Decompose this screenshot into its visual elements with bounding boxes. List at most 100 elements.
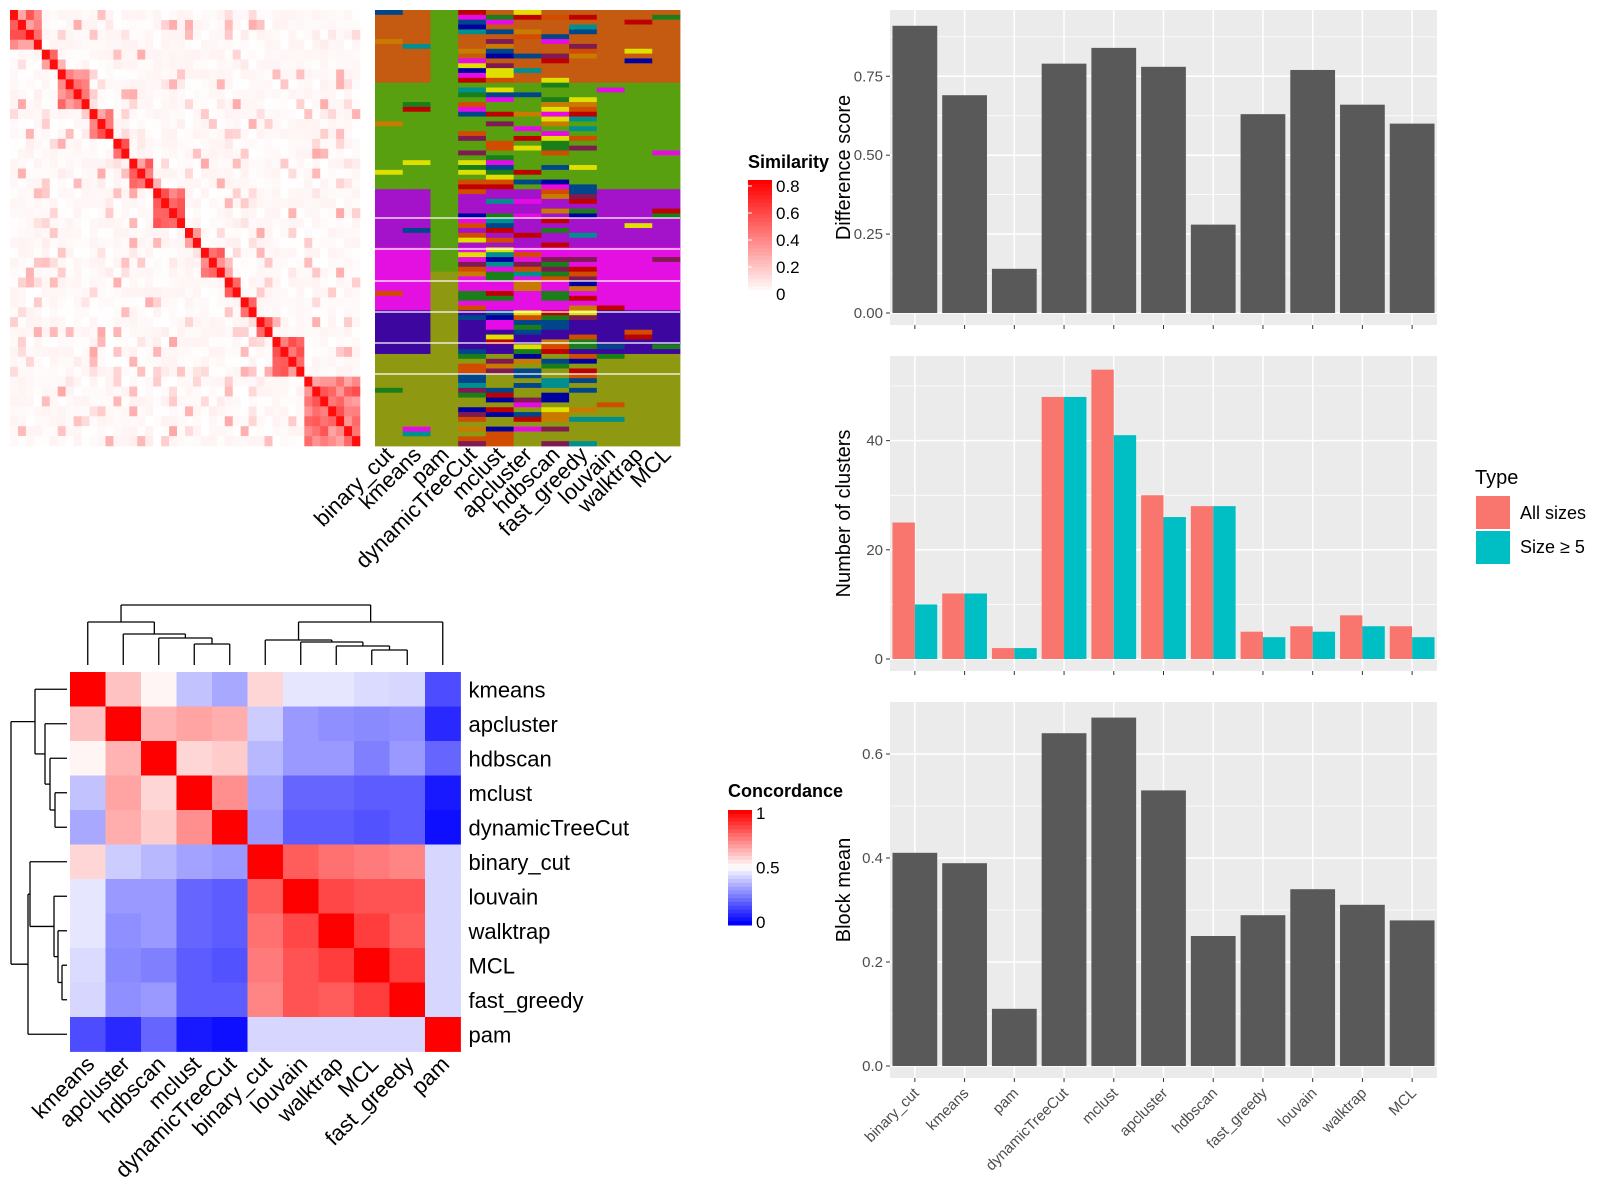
concordance-legend-step — [728, 913, 752, 918]
classification-cell — [652, 300, 681, 306]
classification-cell — [652, 257, 681, 263]
classification-cell — [458, 223, 487, 229]
classification-cell — [596, 218, 625, 224]
similarity-cell — [272, 158, 281, 169]
similarity-cell — [153, 376, 162, 387]
similarity-cell — [105, 317, 114, 328]
similarity-cell — [264, 436, 273, 447]
similarity-cell — [17, 366, 27, 377]
similarity-cell — [272, 168, 281, 179]
similarity-cell — [57, 29, 66, 41]
concordance-cell — [318, 1017, 355, 1052]
classification-cell — [652, 392, 681, 398]
similarity-cell — [153, 297, 162, 308]
concordance-cell — [70, 672, 106, 707]
classification-cell — [485, 48, 515, 54]
classification-cell — [596, 237, 625, 243]
similarity-cell — [328, 297, 337, 308]
similarity-cell — [216, 148, 226, 159]
similarity-cell — [25, 317, 35, 328]
similarity-cell — [49, 10, 59, 21]
similarity-cell — [161, 376, 170, 387]
similarity-cell — [216, 287, 226, 298]
classification-cell — [375, 14, 404, 21]
similarity-cell — [192, 148, 202, 159]
similarity-cell — [169, 297, 178, 308]
similarity-cell — [161, 416, 170, 427]
classification-cell — [541, 416, 570, 423]
classification-cell — [624, 198, 653, 205]
similarity-cell — [256, 89, 265, 100]
similarity-cell — [328, 287, 337, 298]
similarity-cell — [248, 138, 257, 150]
classification-cell — [513, 135, 542, 142]
similarity-cell — [10, 79, 19, 90]
classification-cell — [375, 368, 404, 374]
similarity-cell — [145, 188, 154, 199]
similarity-cell — [312, 277, 321, 288]
similarity-cell — [304, 168, 313, 179]
similarity-cell — [161, 228, 170, 239]
similarity-cell — [256, 19, 265, 31]
similarity-cell — [200, 128, 210, 140]
similarity-cell — [17, 168, 27, 179]
classification-cell — [569, 407, 598, 413]
similarity-cell — [296, 99, 305, 110]
similarity-cell — [177, 109, 186, 120]
similarity-cell — [192, 178, 202, 189]
classification-cell — [375, 358, 404, 365]
similarity-cell — [312, 218, 321, 229]
similarity-cell — [304, 138, 313, 150]
similarity-cell — [89, 406, 98, 417]
similarity-cell — [169, 59, 178, 70]
concordance-legend-step — [728, 836, 752, 842]
similarity-cell — [25, 416, 35, 427]
similarity-cell — [216, 376, 226, 387]
classification-cell — [485, 145, 515, 151]
similarity-cell — [272, 119, 281, 130]
x-tick-label: kmeans — [923, 1085, 972, 1134]
similarity-cell — [304, 109, 313, 120]
similarity-cell — [264, 287, 273, 298]
classification-cell — [541, 68, 570, 74]
similarity-cell — [177, 307, 186, 318]
concordance-row-label: dynamicTreeCut — [469, 815, 630, 840]
similarity-cell — [192, 436, 202, 447]
similarity-cell — [256, 386, 265, 397]
classification-cell — [596, 131, 625, 137]
similarity-cell — [280, 307, 289, 318]
similarity-cell — [328, 376, 337, 387]
concordance-cell — [354, 672, 390, 707]
classification-cell — [541, 349, 570, 355]
classification-cell — [375, 82, 404, 88]
similarity-cell — [17, 59, 27, 70]
classification-cell — [485, 237, 515, 243]
classification-cell — [375, 39, 404, 45]
similarity-cell — [73, 396, 82, 407]
similarity-cell — [192, 366, 202, 377]
classification-cell — [402, 421, 431, 428]
concordance-cell — [212, 1017, 248, 1052]
similarity-cell — [240, 426, 249, 437]
similarity-cell — [145, 396, 154, 407]
similarity-cell — [25, 426, 35, 437]
similarity-cell — [328, 416, 337, 427]
similarity-cell — [272, 337, 281, 348]
classification-cell — [375, 320, 404, 326]
similarity-cell — [304, 327, 313, 338]
similarity-cell — [185, 337, 194, 348]
similarity-cell — [129, 356, 138, 368]
similarity-cell — [169, 277, 178, 288]
similarity-cell — [81, 386, 90, 397]
classification-cell — [652, 383, 681, 389]
classification-cell — [375, 441, 404, 447]
similarity-cell — [153, 59, 162, 70]
similarity-cell — [328, 128, 337, 140]
bar — [1340, 904, 1385, 1066]
classification-column-labels: binary_cutkmeanspamdynamicTreeCutmclusta… — [309, 442, 676, 573]
similarity-cell — [328, 168, 337, 179]
similarity-cell — [328, 267, 337, 278]
classification-cell — [375, 145, 404, 151]
similarity-cell — [49, 99, 59, 110]
similarity-cell — [264, 10, 273, 21]
